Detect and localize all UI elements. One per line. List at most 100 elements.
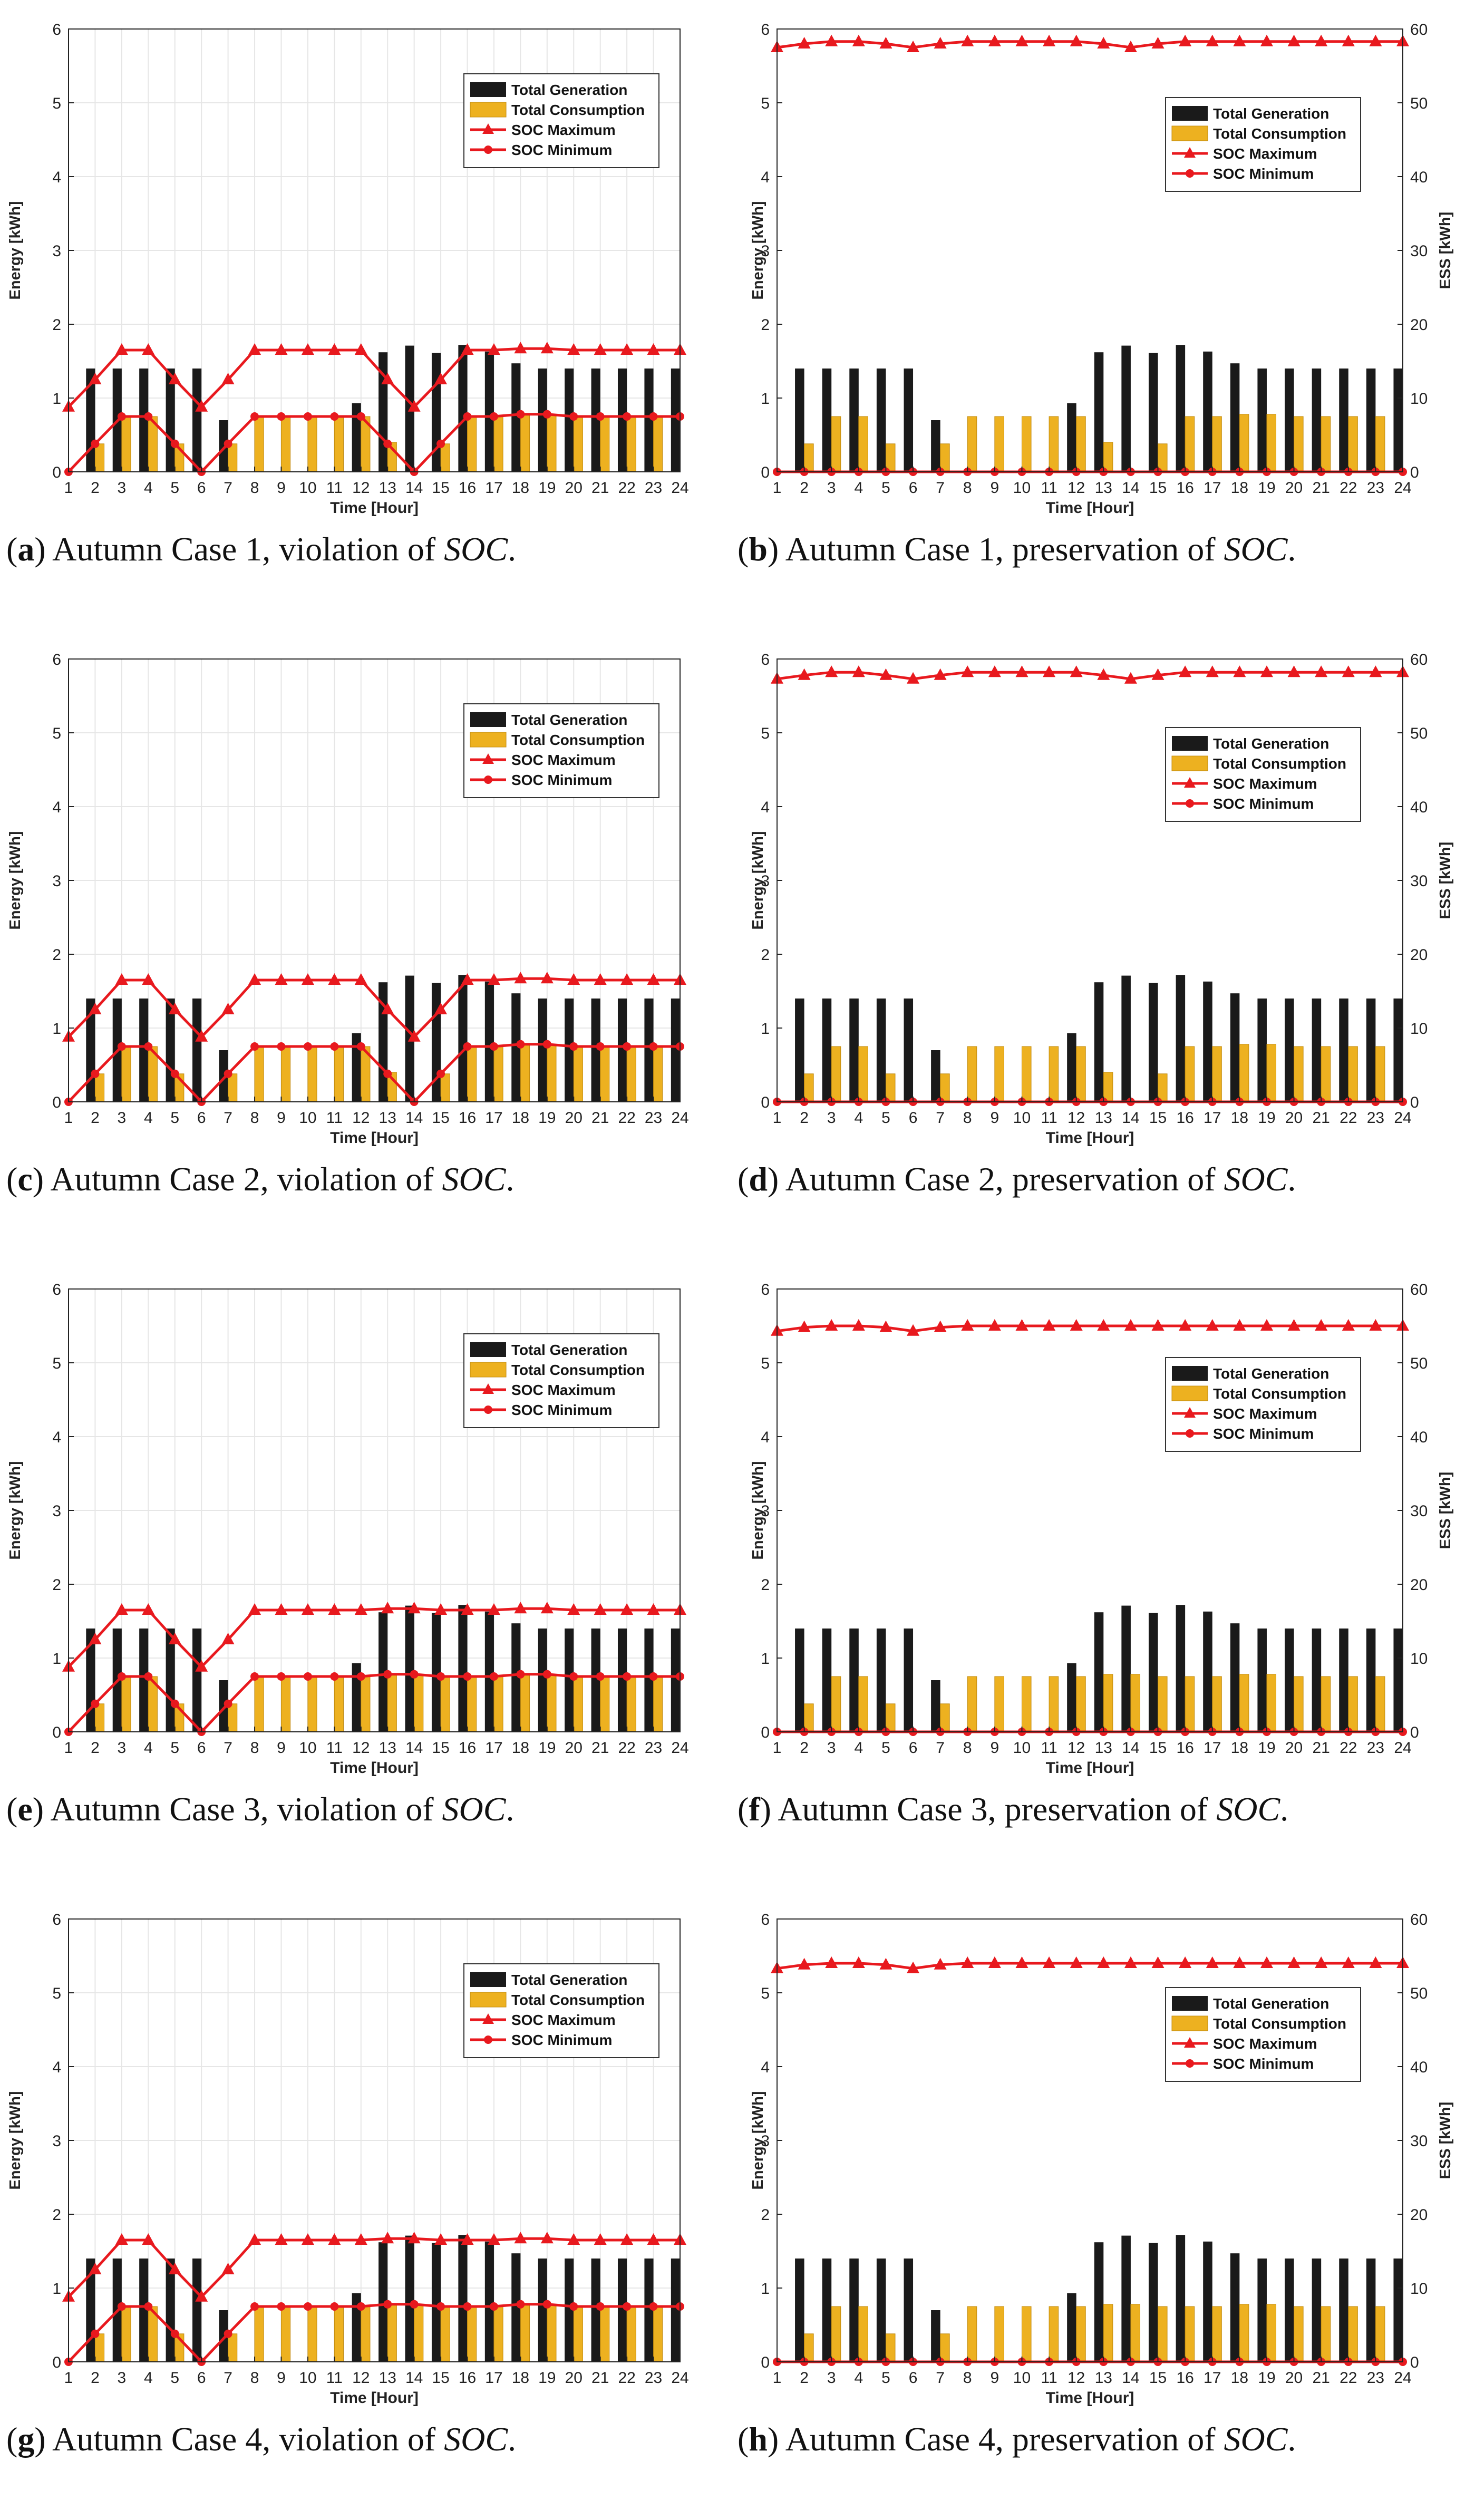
x-tick-label: 11 [326, 2369, 343, 2387]
x-tick-label: 14 [405, 2369, 423, 2387]
x-tick-label: 24 [1394, 479, 1411, 497]
x-tick-label: 21 [1312, 1109, 1330, 1127]
legend-swatch-consumption [470, 1362, 507, 1378]
bar-generation [458, 1605, 468, 1732]
soc-max-series-point [354, 343, 367, 355]
legend-label: SOC Minimum [511, 1402, 612, 1418]
x-tick-label: 12 [352, 479, 370, 497]
soc-min-series-point [516, 2300, 525, 2309]
soc-max-series-point [934, 668, 947, 680]
x-tick-label: 24 [1394, 1109, 1411, 1127]
x-tick-label: 9 [991, 479, 999, 497]
soc-max-series-point [1043, 1319, 1056, 1331]
bar-generation [139, 999, 149, 1102]
x-tick-label: 23 [1367, 479, 1384, 497]
x-tick-label: 24 [671, 2369, 688, 2387]
soc-min-series-point [569, 1042, 578, 1051]
y2-tick-label: 30 [1410, 243, 1428, 260]
x-tick-label: 3 [827, 2369, 836, 2387]
x-tick-label: 12 [1068, 2369, 1085, 2387]
bar-consumption [600, 2306, 610, 2362]
soc-max-series-point [248, 2233, 261, 2245]
bar-generation [484, 351, 494, 472]
x-tick-label: 6 [197, 1739, 206, 1757]
x-axis-label: Time [Hour] [1046, 499, 1134, 517]
soc-max-series-point [354, 973, 367, 985]
soc-max-series-point [1179, 1319, 1192, 1331]
bar-consumption [148, 1676, 158, 1732]
x-tick-label: 22 [1340, 479, 1357, 497]
bar-generation [352, 403, 361, 472]
bar-generation [484, 981, 494, 1102]
soc-min-series-line [67, 1043, 680, 1104]
soc-min-series-point [489, 1672, 498, 1681]
x-tick-label: 19 [538, 479, 556, 497]
bar-generation [219, 2310, 228, 2362]
legend-label: SOC Maximum [1213, 776, 1317, 792]
x-tick-label: 18 [512, 2369, 529, 2387]
y2-tick-label: 60 [1410, 651, 1428, 668]
soc-min-series-point [436, 1069, 445, 1078]
bar-generation [1285, 1629, 1294, 1732]
bar-consumption [334, 2306, 344, 2362]
caption-label: a [17, 530, 35, 568]
x-tick-label: 7 [224, 1739, 232, 1757]
bar-consumption [1239, 2304, 1249, 2362]
soc-max-series-point [852, 1319, 865, 1331]
soc-min-series-point [277, 1042, 286, 1051]
legend-label: Total Consumption [511, 732, 645, 748]
soc-max-series-point [1015, 1956, 1028, 1968]
bar-consumption [1103, 2304, 1113, 2362]
bar-consumption [121, 416, 131, 472]
legend: Total Generation Total Consumption SOC Max… [1165, 1987, 1361, 2082]
bar-generation [405, 2235, 414, 2362]
bar-generation [352, 1033, 361, 1102]
y2-axis-label: ESS [kWh] [1437, 1472, 1454, 1549]
soc-min-series-point [463, 1672, 472, 1681]
legend-marker-dot [1186, 169, 1194, 178]
bar-consumption [547, 414, 557, 472]
bar-consumption [334, 1046, 344, 1102]
bar-consumption [440, 443, 450, 472]
bar-generation [1366, 1629, 1376, 1732]
legend-label: Total Consumption [1213, 1385, 1346, 1402]
bar-consumption [121, 2306, 131, 2362]
soc-max-series-point [825, 34, 838, 46]
x-tick-label: 18 [1231, 1739, 1248, 1757]
y2-tick-label: 40 [1410, 799, 1428, 816]
soc-min-series-point [356, 1672, 365, 1681]
legend-marker-triangle [1184, 777, 1196, 788]
soc-max-series-point [961, 1319, 974, 1331]
x-tick-label: 22 [1340, 1739, 1357, 1757]
soc-min-series-point [144, 1672, 153, 1681]
soc-min-series-point [436, 439, 445, 448]
x-tick-label: 4 [144, 479, 153, 497]
legend-marker-triangle [482, 753, 494, 764]
soc-max-series-point [221, 1003, 235, 1014]
y-axis-label: Energy [kWh] [7, 201, 24, 300]
y2-tick-label: 10 [1410, 1020, 1428, 1038]
x-tick-label: 16 [1176, 1109, 1193, 1127]
x-tick-label: 8 [250, 479, 259, 497]
bar-consumption [1158, 1676, 1168, 1732]
bar-generation [591, 2259, 600, 2362]
bar-consumption [94, 1073, 105, 1102]
chart-panel-h: 0 1 2 3 4 5 6 1 2 3 4 5 6 7 8 9 10 11 12 13 14 15 16 17 18 19 20 21… [738, 1890, 1475, 2520]
soc-max-series-line [67, 1607, 680, 1669]
bar-consumption [94, 1703, 105, 1732]
plot-area [777, 1289, 1403, 1732]
bar-consumption [520, 2304, 530, 2362]
soc-max-series-point [1015, 665, 1028, 677]
bar-generation [431, 2243, 441, 2362]
legend: Total Generation Total Consumption SOC Max… [1165, 727, 1361, 822]
y-tick-label: 6 [761, 1911, 770, 1928]
bar-generation [538, 999, 547, 1102]
caption-label: d [749, 1160, 768, 1198]
soc-max-series-point [540, 342, 554, 354]
bar-generation [795, 369, 804, 472]
soc-max-series-point [1097, 37, 1110, 49]
legend: Total Generation Total Consumption SOC Max… [1165, 1357, 1361, 1452]
x-tick-label: 5 [170, 479, 179, 497]
soc-max-series-point [1369, 1319, 1382, 1331]
soc-max-series-point [168, 1003, 181, 1014]
